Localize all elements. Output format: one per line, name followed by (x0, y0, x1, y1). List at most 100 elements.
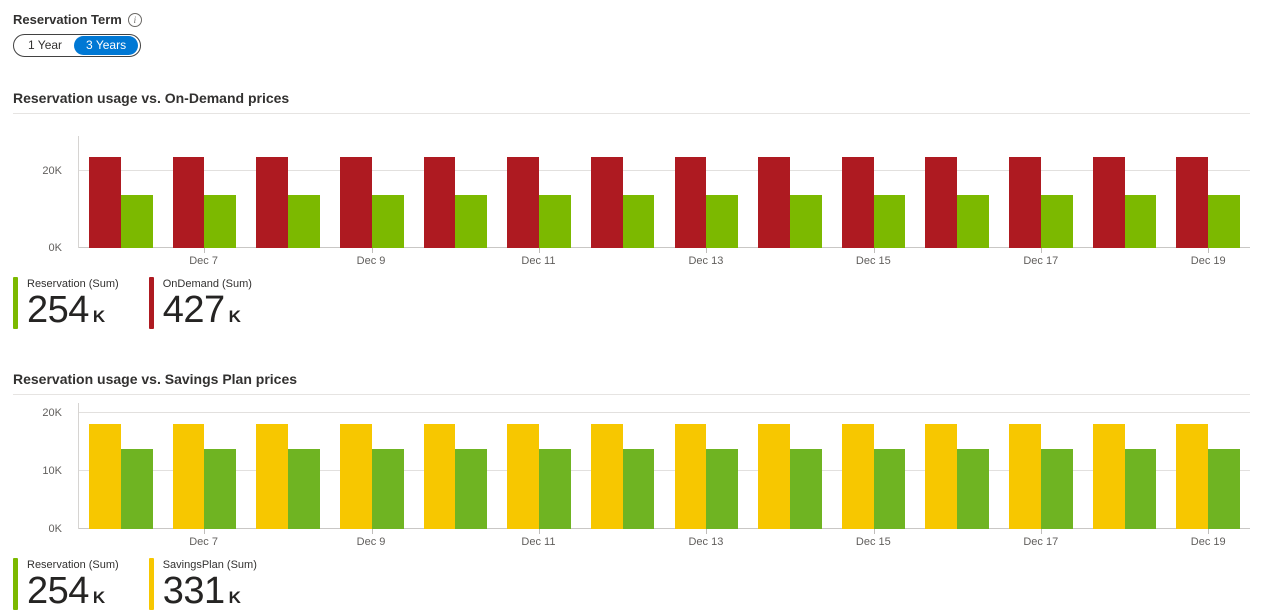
axis-tick (1040, 248, 1042, 253)
bar-group (497, 403, 581, 534)
bar-reservation[interactable] (1208, 448, 1240, 529)
x-axis-tick-label (245, 529, 329, 551)
bar-ondemand[interactable] (674, 157, 707, 248)
bar-savingsplan[interactable] (339, 424, 372, 529)
bar-savingsplan[interactable] (841, 424, 874, 529)
y-axis-tick-label: 0K (48, 523, 62, 535)
bar-reservation[interactable] (455, 194, 488, 248)
gridline (79, 247, 1250, 248)
bar-group (664, 403, 748, 534)
bar-chart-savingsplan: 0K 10K 20K Dec 7 Dec 9 Dec 11 Dec 13 Dec 15 Dec… (13, 403, 1250, 551)
bar-savingsplan[interactable] (1176, 424, 1209, 529)
bar-reservation[interactable] (1124, 194, 1157, 248)
bar-ondemand[interactable] (172, 157, 205, 248)
toggle-option-3-years[interactable]: 3 Years (74, 36, 139, 55)
x-axis-tick-label (245, 248, 329, 270)
legend-label: SavingsPlan (Sum) (162, 559, 257, 571)
bar-group (163, 403, 247, 534)
bar-ondemand[interactable] (507, 157, 540, 248)
legend-marker-reservation (13, 558, 18, 610)
axis-tick (706, 529, 708, 534)
bar-group (748, 136, 832, 248)
bar-ondemand[interactable] (1092, 157, 1125, 248)
info-icon[interactable]: i (127, 12, 142, 27)
x-axis-tick-label: Dec 19 (1190, 536, 1226, 548)
bar-ondemand[interactable] (339, 157, 372, 248)
bar-reservation[interactable] (706, 448, 739, 529)
bar-ondemand[interactable] (590, 157, 623, 248)
bar-reservation[interactable] (789, 194, 822, 248)
bar-reservation[interactable] (1208, 194, 1240, 248)
bar-ondemand[interactable] (256, 157, 289, 248)
bar-reservation[interactable] (873, 448, 906, 529)
bar-ondemand[interactable] (1009, 157, 1041, 248)
bar-reservation[interactable] (706, 194, 739, 248)
bar-reservation[interactable] (120, 448, 153, 529)
bar-reservation[interactable] (873, 194, 906, 248)
bar-savingsplan[interactable] (507, 424, 540, 529)
bar-ondemand[interactable] (841, 157, 874, 248)
bar-savingsplan[interactable] (423, 424, 456, 529)
bar-group (246, 403, 330, 529)
bar-reservation[interactable] (622, 448, 655, 529)
bar-reservation[interactable] (204, 194, 237, 248)
bar-group (1083, 136, 1167, 248)
bar-reservation[interactable] (288, 448, 320, 529)
legend-value: 427 K (163, 291, 252, 329)
bar-group (1166, 136, 1250, 253)
bar-reservation[interactable] (1040, 448, 1073, 529)
bar-reservation[interactable] (1124, 448, 1157, 529)
bar-savingsplan[interactable] (1092, 424, 1125, 529)
bar-savingsplan[interactable] (590, 424, 623, 529)
legend-unit: K (92, 588, 106, 607)
toggle-option-1-year[interactable]: 1 Year (16, 36, 74, 55)
legend-marker-reservation (13, 277, 18, 329)
axis-tick (1208, 248, 1210, 253)
axis-tick (873, 529, 875, 534)
bar-savingsplan[interactable] (925, 424, 958, 529)
legend-unit: K (92, 307, 106, 326)
bar-reservation[interactable] (455, 448, 488, 529)
reservation-term-section: Reservation Term i 1 Year 3 Years (13, 12, 1250, 57)
bar-group (915, 136, 999, 248)
bar-reservation[interactable] (539, 448, 571, 529)
bar-savingsplan[interactable] (1009, 424, 1041, 529)
y-axis: 0K 10K 20K (13, 403, 70, 535)
bar-reservation[interactable] (288, 194, 320, 248)
bar-group (664, 136, 748, 253)
x-axis-tick-label (1083, 248, 1167, 270)
bar-savingsplan[interactable] (172, 424, 205, 529)
legend-item-reservation: Reservation (Sum) 254 K (13, 277, 119, 329)
bar-ondemand[interactable] (1176, 157, 1209, 248)
bar-reservation[interactable] (789, 448, 822, 529)
x-axis-tick-label (78, 529, 162, 551)
bar-reservation[interactable] (1040, 194, 1073, 248)
bar-group (79, 136, 163, 248)
bar-group (915, 403, 999, 529)
bar-savingsplan[interactable] (256, 424, 289, 529)
bar-savingsplan[interactable] (89, 424, 121, 529)
bar-ondemand[interactable] (89, 157, 121, 248)
bar-ondemand[interactable] (423, 157, 456, 248)
bar-group (497, 136, 581, 253)
bar-ondemand[interactable] (925, 157, 958, 248)
x-axis-tick-label: Dec 9 (356, 255, 386, 267)
bar-reservation[interactable] (539, 194, 571, 248)
bar-ondemand[interactable] (758, 157, 790, 248)
axis-tick (706, 248, 708, 253)
bar-savingsplan[interactable] (674, 424, 707, 529)
legend-number: 331 (162, 570, 225, 612)
x-axis-tick-label: Dec 17 (1023, 536, 1059, 548)
bar-reservation[interactable] (120, 194, 153, 248)
bar-savingsplan[interactable] (758, 424, 790, 529)
gridline (79, 169, 1250, 171)
x-axis-tick-label: Dec 13 (688, 536, 724, 548)
y-axis-tick-label: 20K (42, 406, 62, 419)
bar-reservation[interactable] (371, 448, 404, 529)
bar-reservation[interactable] (622, 194, 655, 248)
legend-value: 331 K (163, 572, 257, 610)
bar-reservation[interactable] (957, 194, 989, 248)
bar-reservation[interactable] (957, 448, 989, 529)
bar-reservation[interactable] (371, 194, 404, 248)
bar-reservation[interactable] (204, 448, 237, 529)
